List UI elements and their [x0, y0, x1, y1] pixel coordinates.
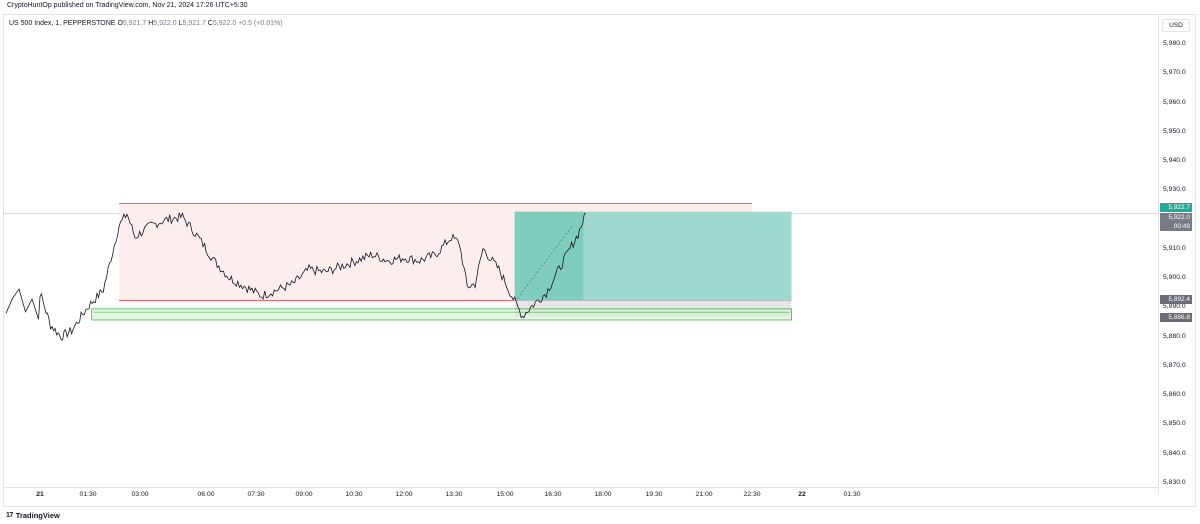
time-axis[interactable] — [3, 487, 1158, 508]
long-position-filled-zone — [514, 211, 584, 301]
legend-low-value: 5,921.7 — [182, 20, 206, 27]
time-tick-label: 12:00 — [395, 491, 413, 498]
legend-h-label: H — [148, 20, 154, 27]
time-tick-label: 21 — [36, 491, 44, 498]
price-tick-label: 5,900.0 — [1163, 274, 1186, 282]
price-series-line — [5, 212, 586, 341]
entry-price-tag: 5,892.4 — [1160, 295, 1192, 305]
time-tick-label: 21:00 — [695, 491, 713, 498]
target-price-tag: 5,922.7 — [1160, 202, 1192, 212]
price-tick-label: 5,940.0 — [1163, 157, 1186, 165]
time-tick-label: 07:30 — [247, 491, 265, 498]
time-tick-label: 03:00 — [131, 491, 149, 498]
price-axis[interactable] — [1158, 14, 1197, 494]
price-tick-label: 5,950.0 — [1163, 127, 1186, 135]
time-tick-label: 22 — [798, 491, 806, 498]
chart-frame — [3, 14, 1196, 507]
price-tick-label: 5,960.0 — [1163, 98, 1186, 106]
bar-countdown-tag: 00:49 — [1160, 221, 1192, 231]
support-zone[interactable] — [91, 308, 792, 321]
time-tick-label: 15:00 — [496, 491, 514, 498]
time-tick-label: 16:30 — [544, 491, 562, 498]
price-tick-label: 5,980.0 — [1163, 40, 1186, 47]
time-tick-label: 06:00 — [197, 491, 215, 498]
legend-open-value: 5,921.7 — [122, 20, 147, 27]
price-tick-label: 5,870.0 — [1163, 361, 1186, 369]
time-tick-label: 22:30 — [743, 491, 761, 498]
legend-symbol[interactable]: US 500 Index, 1, PEPPERSTONE — [9, 20, 116, 27]
support-zone-midline — [93, 311, 790, 313]
legend-high-value: 5,922.0 — [153, 20, 177, 27]
price-tick-label: 5,850.0 — [1163, 420, 1186, 428]
last-price-tag: 5,922.0 — [1160, 212, 1192, 222]
price-tick-label: 5,930.0 — [1163, 186, 1186, 194]
legend-c-label: C — [207, 20, 213, 27]
price-tick-label: 5,890.0 — [1163, 303, 1186, 311]
publication-line: CryptoHuntOp published on TradingView.co… — [7, 2, 248, 9]
time-tick-label: 09:00 — [295, 491, 313, 498]
time-tick-label: 01:30 — [843, 491, 861, 498]
projection-dashed-line — [517, 225, 573, 299]
price-tick-label: 5,830.0 — [1163, 479, 1186, 486]
legend-l-label: L — [178, 20, 183, 27]
brand-name: TradingView — [15, 511, 60, 520]
legend-change: +0.5 (+0.01%) — [238, 20, 283, 27]
currency-button[interactable]: USD — [1162, 19, 1190, 32]
price-tick-label: 5,860.0 — [1163, 391, 1186, 399]
stop-price-tag: 5,886.8 — [1160, 312, 1192, 322]
price-tick-label: 5,840.0 — [1163, 449, 1186, 457]
time-tick-label: 01:30 — [79, 491, 97, 498]
legend-o-label: O — [117, 20, 123, 27]
price-tick-label: 5,970.0 — [1163, 69, 1186, 77]
time-tick-label: 13:30 — [445, 491, 463, 498]
legend-close-value: 5,922.0 — [212, 20, 237, 27]
time-tick-label: 19:30 — [645, 491, 663, 498]
symbol-legend: US 500 Index, 1, PEPPERSTONE O5,921.7 H5… — [9, 20, 283, 27]
time-tick-label: 18:00 — [594, 491, 612, 498]
price-tick-label: 5,880.0 — [1163, 332, 1186, 340]
tradingview-logo-icon: 17 — [6, 512, 13, 519]
tradingview-brand[interactable]: 17 TradingView — [6, 511, 60, 520]
time-tick-label: 10:30 — [345, 491, 363, 498]
price-tick-label: 5,910.0 — [1163, 244, 1186, 252]
